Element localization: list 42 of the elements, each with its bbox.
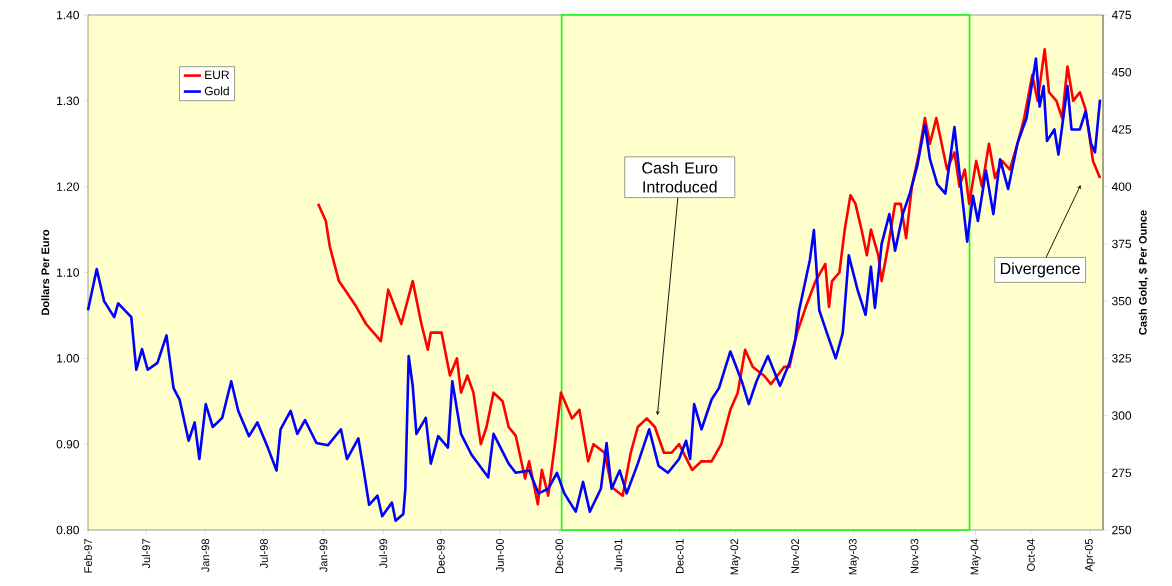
y-tick-label: 1.40 [57, 10, 79, 20]
y2-tick-label: 250 [1112, 525, 1132, 535]
y-tick-label: 0.90 [56, 439, 79, 449]
y2-tick-label: 450 [1111, 67, 1132, 77]
x-tick-label: Apr-05 [1084, 539, 1095, 572]
y2-tick-label: 425 [1111, 125, 1132, 134]
x-tick-label: Feb-97 [83, 539, 93, 573]
x-tick-label: Jan-98 [201, 539, 210, 572]
x-tick-label: Jun-01 [614, 539, 623, 572]
legend-label: EUR [205, 70, 229, 80]
x-tick-label: Nov-03 [910, 539, 919, 574]
y-tick-label: 0.80 [56, 525, 79, 535]
x-tick-label: Nov-02 [791, 539, 799, 574]
y2-tick-label: 325 [1112, 354, 1132, 363]
x-tick-label: May-02 [730, 539, 741, 575]
y-tick-label: 1.00 [57, 354, 79, 363]
x-tick-label: Jun-00 [496, 538, 504, 572]
x-tick-label: Oct-04 [1027, 538, 1035, 572]
y-axis-title: Dollars Per Euro [41, 229, 50, 315]
y-tick-label: 1.10 [57, 268, 79, 277]
y2-tick-label: 400 [1111, 182, 1132, 191]
y-tick-label: 1.30 [57, 96, 79, 106]
annotation: Cash Euro Introduced [642, 161, 718, 193]
y2-tick-label: 475 [1111, 10, 1132, 20]
x-tick-label: Dec-00 [555, 538, 564, 574]
x-tick-label: May-03 [848, 539, 859, 575]
x-tick-label: May-04 [970, 538, 981, 575]
x-tick-label: Jul-97 [142, 539, 151, 569]
y-tick-label: 1.20 [57, 182, 79, 191]
y2-tick-label: 350 [1112, 296, 1132, 306]
y2-axis-title: Cash Gold, $ Per Ounce [1138, 210, 1149, 335]
x-tick-label: Jul-99 [379, 539, 388, 569]
annotation: Divergence [1000, 262, 1080, 278]
y2-tick-label: 300 [1112, 411, 1132, 420]
x-tick-label: Dec-99 [437, 539, 445, 574]
legend-label: Gold [204, 86, 229, 96]
y2-tick-label: 375 [1112, 239, 1132, 249]
x-tick-label: Jan-99 [319, 539, 328, 572]
y2-tick-label: 275 [1112, 468, 1132, 478]
x-tick-label: Jul-98 [259, 539, 268, 569]
line-series [86, 57, 1102, 523]
x-tick-label: Dec-01 [675, 539, 684, 574]
